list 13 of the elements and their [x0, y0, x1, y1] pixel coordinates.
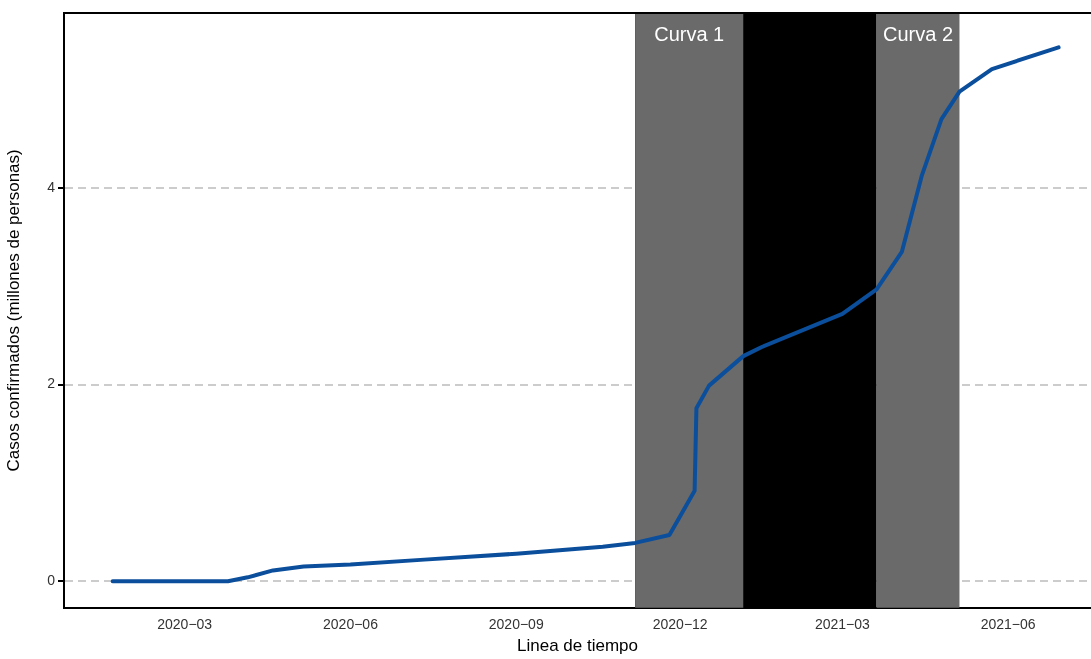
x-axis-title: Linea de tiempo	[517, 636, 638, 656]
x-tick-label: 2020−12	[652, 616, 708, 633]
x-tick-label: 2020−09	[488, 616, 544, 633]
band-label: Curva 1	[654, 23, 725, 45]
y-axis-title: Casos confirmados (millones de personas)	[3, 149, 23, 472]
x-tick-label: 2021−03	[814, 616, 871, 633]
x-tick-label: 2020−06	[323, 616, 379, 633]
y-tick-label: 4	[47, 178, 56, 195]
x-tick-label: 2020−03	[157, 616, 213, 633]
band-label: Curva 2	[883, 23, 954, 45]
x-tick-label: 2021−06	[980, 616, 1036, 633]
y-tick-label: 0	[47, 572, 56, 589]
y-tick-label: 2	[47, 375, 56, 392]
